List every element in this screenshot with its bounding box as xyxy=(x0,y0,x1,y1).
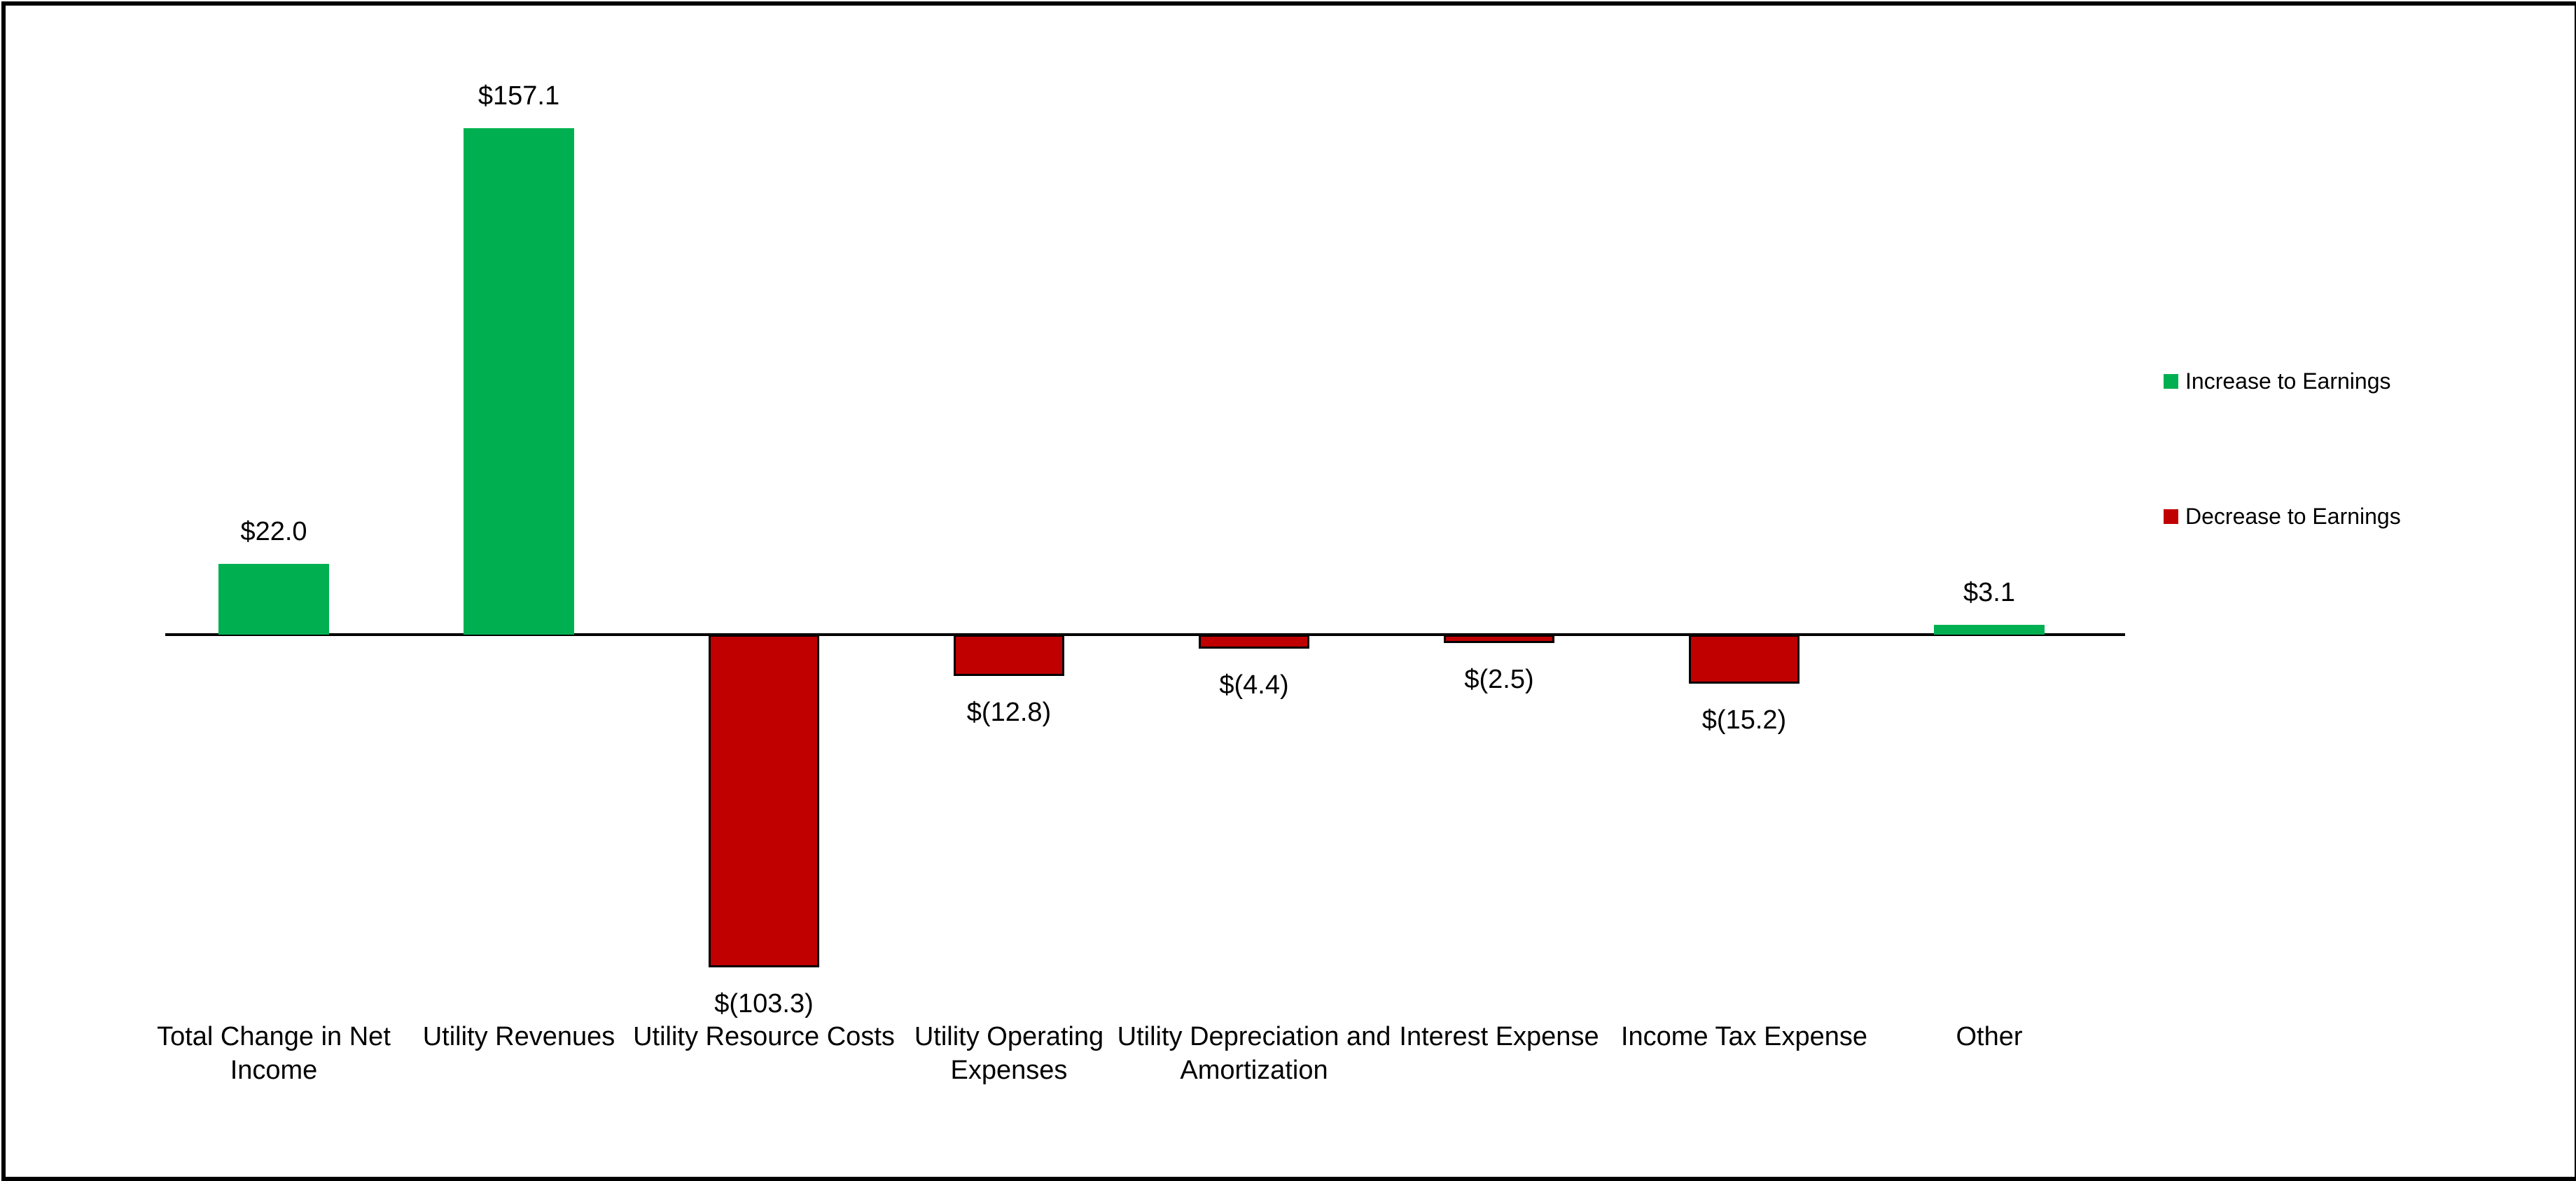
category-label: Utility Operating Expenses xyxy=(914,1022,1104,1085)
value-label: $(4.4) xyxy=(1219,670,1289,700)
category-label: Utility Depreciation and Amortization xyxy=(1117,1022,1391,1085)
category-label: Interest Expense xyxy=(1399,1022,1599,1051)
decrease-legend-swatch-icon xyxy=(2164,509,2178,524)
value-label: $157.1 xyxy=(478,81,560,111)
category-label: Other xyxy=(1956,1022,2023,1051)
bar-decrease xyxy=(709,635,819,968)
x-axis-line xyxy=(165,633,2125,636)
category-label: Utility Resource Costs xyxy=(633,1022,895,1051)
value-label: $3.1 xyxy=(1963,577,2015,607)
legend-label-increase: Increase to Earnings xyxy=(2185,368,2391,394)
value-label: $(12.8) xyxy=(966,697,1052,727)
category-label: Utility Revenues xyxy=(422,1022,615,1051)
value-label: $22.0 xyxy=(240,516,307,546)
legend-item-decrease: Decrease to Earnings xyxy=(2164,502,2401,530)
value-label: $(2.5) xyxy=(1464,664,1534,694)
bar-increase xyxy=(218,563,329,635)
bar-decrease xyxy=(954,635,1064,676)
bar-decrease xyxy=(1689,635,1799,684)
legend-item-increase: Increase to Earnings xyxy=(2164,367,2391,395)
legend-label-decrease: Decrease to Earnings xyxy=(2185,504,2401,529)
plot-area: $22.0 Total Change in Net Income $157.1 Uti… xyxy=(6,6,2575,1177)
category-label: Income Tax Expense xyxy=(1620,1022,1868,1051)
value-label: $(103.3) xyxy=(714,989,814,1019)
bar-increase xyxy=(1934,624,2045,635)
category-label: Total Change in Net Income xyxy=(157,1022,391,1085)
bar-increase xyxy=(464,128,574,635)
value-label: $(15.2) xyxy=(1701,705,1787,735)
bar-decrease xyxy=(1199,635,1309,649)
increase-legend-swatch-icon xyxy=(2164,373,2178,389)
bar-decrease xyxy=(1444,635,1554,643)
